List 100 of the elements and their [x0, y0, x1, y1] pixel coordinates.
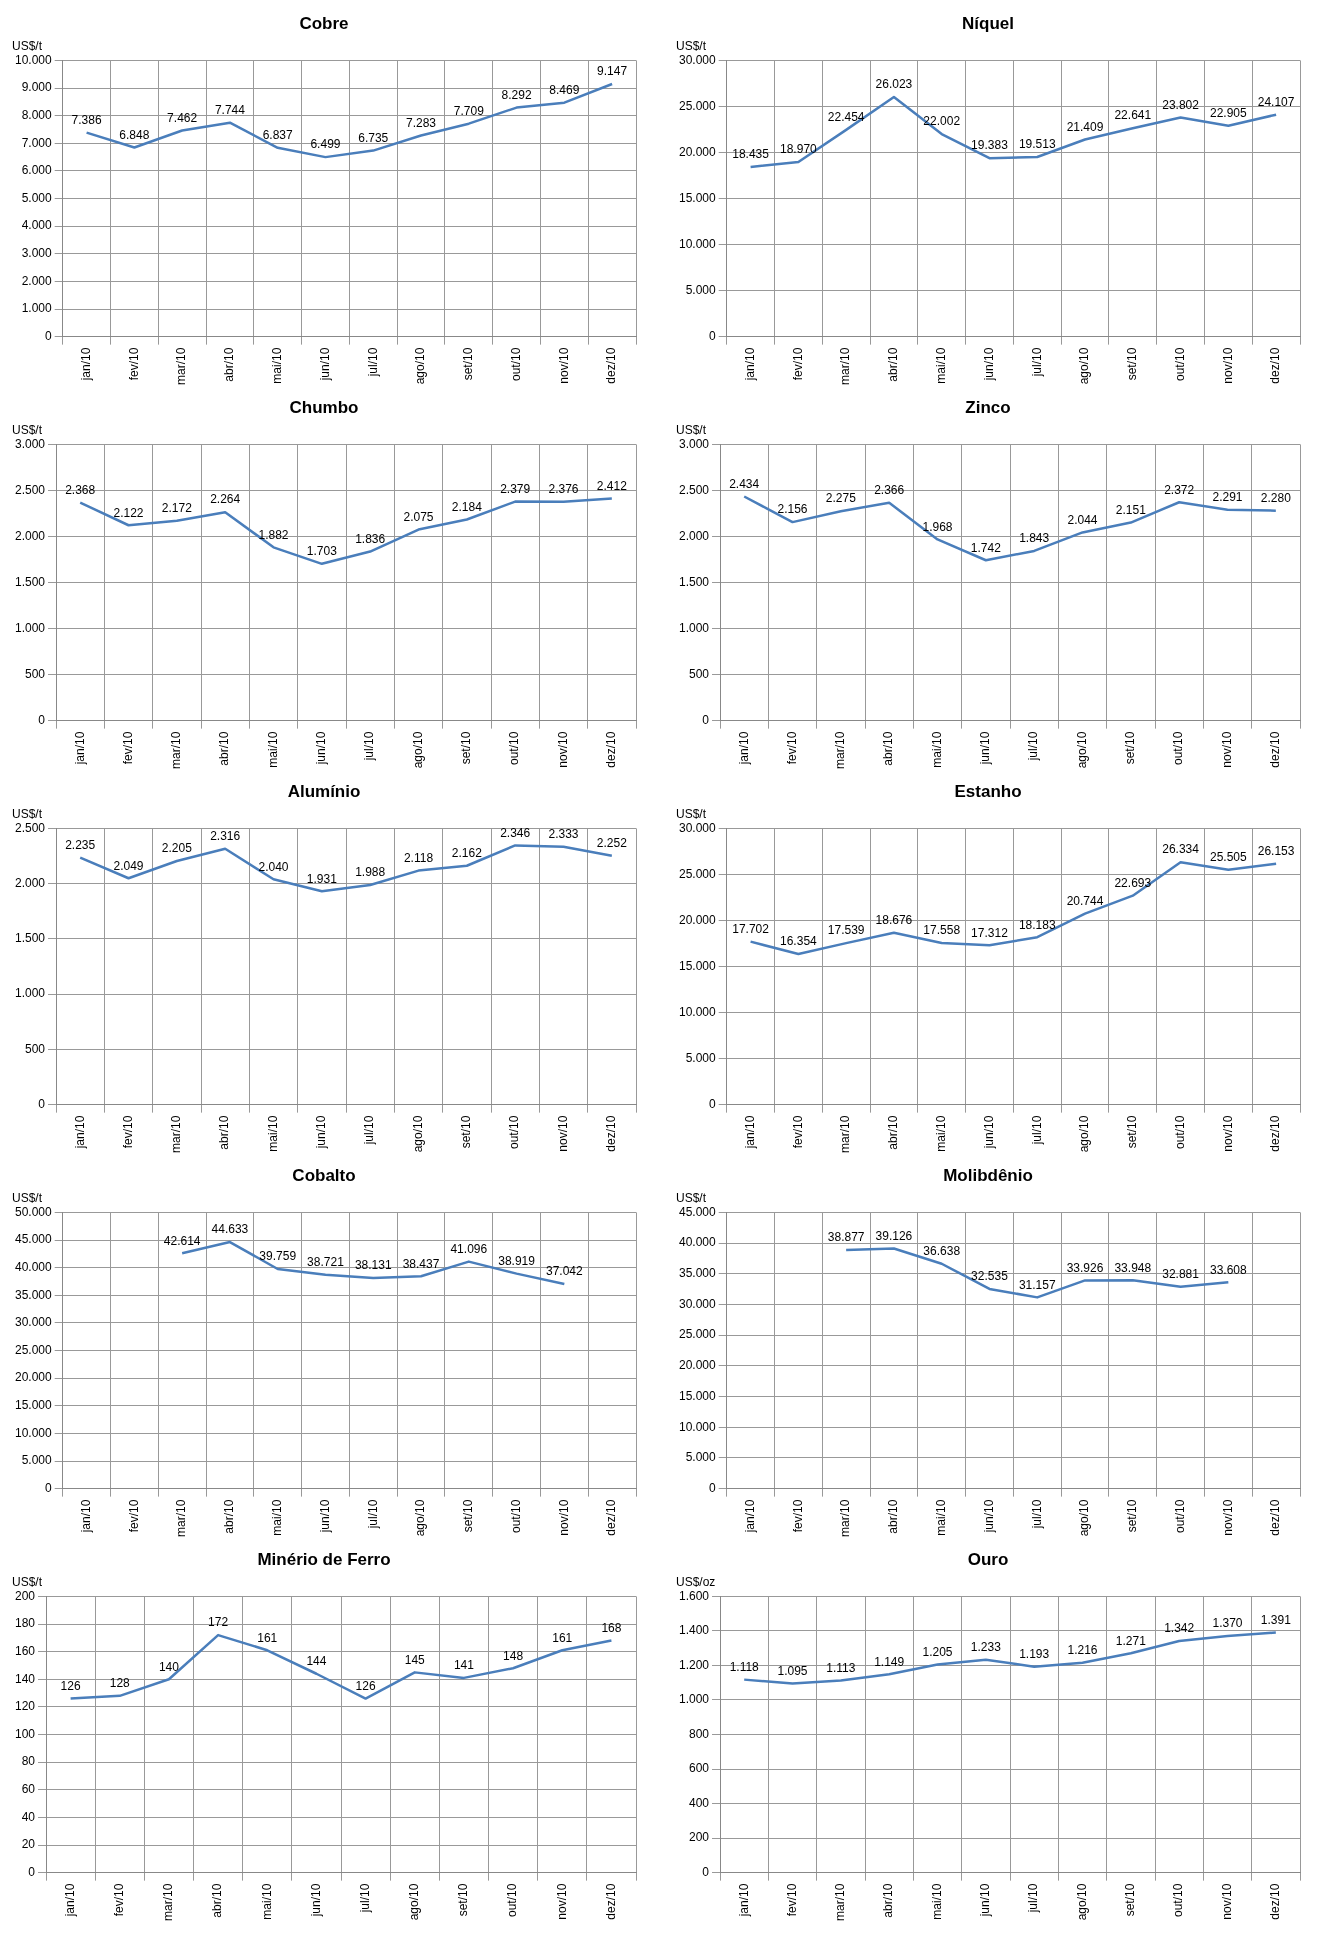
- y-tick-label: 1.500: [15, 931, 46, 946]
- x-tick-label: abr/10: [886, 347, 901, 382]
- data-label: 7.709: [453, 104, 485, 118]
- x-tick-label: mar/10: [838, 347, 853, 386]
- data-label: 22.905: [1209, 106, 1248, 121]
- data-label: 6.848: [119, 127, 150, 142]
- data-label: 2.049: [113, 858, 144, 873]
- x-tick-label: fev/10: [790, 347, 805, 381]
- x-tick-label: nov/10: [1219, 731, 1234, 768]
- y-tick-label: 20.000: [679, 912, 717, 927]
- data-label: 141: [453, 1658, 475, 1673]
- y-tick-label: 2.500: [15, 820, 46, 835]
- data-label: 2.291: [1212, 490, 1243, 504]
- y-tick-label: 1.500: [679, 574, 710, 589]
- x-tick-label: fev/10: [784, 1883, 799, 1917]
- y-tick-label: 10.000: [679, 1419, 717, 1434]
- y-tick-label: 30.000: [679, 52, 717, 67]
- y-tick-label: 0: [709, 1480, 717, 1495]
- y-tick-label: 3.000: [21, 246, 53, 261]
- data-label: 17.539: [827, 923, 865, 938]
- data-label: 161: [257, 1630, 278, 1645]
- data-label: 26.334: [1162, 842, 1200, 857]
- data-label: 2.264: [210, 492, 241, 507]
- data-label: 2.333: [548, 827, 579, 842]
- y-tick-label: 400: [689, 1795, 710, 1810]
- data-label: 2.205: [161, 841, 193, 856]
- y-tick-label: 100: [14, 1726, 36, 1741]
- data-label: 145: [404, 1652, 426, 1667]
- x-tick-label: ago/10: [1077, 347, 1092, 385]
- y-axis-title: US$/t: [12, 1190, 43, 1205]
- data-label: 168: [601, 1620, 622, 1635]
- y-tick-label: 1.600: [679, 1588, 710, 1603]
- x-tick-label: set/10: [1123, 731, 1138, 765]
- y-tick-label: 10.000: [679, 236, 717, 251]
- chart-title: Molibdênio: [943, 1165, 1033, 1185]
- data-label: 1.931: [306, 871, 338, 886]
- data-label: 2.366: [874, 483, 905, 498]
- y-tick-label: 0: [38, 712, 46, 727]
- data-label: 33.608: [1209, 1262, 1248, 1277]
- x-tick-label: ago/10: [1077, 1115, 1092, 1153]
- data-label: 2.372: [1164, 482, 1195, 497]
- y-axis-title: US$/t: [676, 1190, 707, 1205]
- data-label: 17.312: [971, 925, 1009, 940]
- chart-title: Níquel: [962, 13, 1014, 33]
- x-tick-label: mar/10: [838, 1115, 853, 1154]
- y-tick-label: 500: [689, 666, 710, 681]
- y-axis-title: US$/t: [12, 422, 43, 437]
- x-tick-label: mar/10: [161, 1883, 176, 1922]
- data-label: 140: [158, 1659, 180, 1674]
- y-tick-label: 7.000: [21, 135, 53, 150]
- data-label: 126: [60, 1678, 81, 1693]
- data-label: 2.376: [548, 482, 579, 497]
- x-tick-label: nov/10: [1220, 1499, 1235, 1536]
- data-label: 2.368: [65, 482, 96, 497]
- x-tick-label: nov/10: [556, 347, 571, 384]
- data-label: 2.156: [777, 502, 808, 517]
- y-tick-label: 20.000: [679, 1358, 717, 1373]
- x-tick-label: jun/10: [981, 1499, 996, 1534]
- x-tick-label: set/10: [456, 1883, 471, 1917]
- y-tick-label: 40.000: [15, 1259, 53, 1274]
- x-tick-label: mar/10: [833, 731, 848, 770]
- x-tick-label: jan/10: [736, 731, 751, 766]
- data-label: 2.172: [161, 500, 193, 515]
- y-tick-label: 15.000: [15, 1398, 53, 1413]
- x-tick-label: ago/10: [1074, 1883, 1089, 1921]
- data-label: 2.151: [1115, 502, 1147, 517]
- x-tick-label: mai/10: [929, 731, 944, 768]
- data-label: 1.968: [922, 519, 953, 534]
- x-tick-label: jun/10: [317, 347, 332, 382]
- x-tick-label: dez/10: [1268, 1115, 1283, 1152]
- data-label: 41.096: [450, 1241, 488, 1256]
- x-tick-label: mai/10: [265, 731, 280, 768]
- x-tick-label: ago/10: [1074, 731, 1089, 769]
- data-label: 33.948: [1114, 1260, 1152, 1275]
- data-label: 22.454: [827, 110, 865, 125]
- y-tick-label: 30.000: [15, 1315, 53, 1330]
- x-tick-label: mai/10: [270, 347, 284, 384]
- data-label: 161: [552, 1630, 573, 1645]
- x-tick-label: abr/10: [210, 1883, 225, 1918]
- chart-title: Zinco: [965, 397, 1011, 417]
- y-tick-label: 4.000: [21, 218, 53, 233]
- data-label: 148: [503, 1648, 524, 1663]
- x-tick-label: jul/10: [357, 1883, 372, 1914]
- data-label: 17.558: [923, 923, 961, 938]
- data-label: 24.107: [1257, 94, 1295, 109]
- y-tick-label: 1.000: [15, 986, 46, 1001]
- x-tick-label: jul/10: [1029, 347, 1044, 378]
- x-tick-label: jul/10: [1026, 1883, 1041, 1914]
- data-label: 1.370: [1212, 1616, 1243, 1631]
- y-tick-label: 0: [709, 328, 717, 343]
- x-tick-label: jul/10: [362, 731, 377, 762]
- x-tick-label: out/10: [507, 1115, 522, 1150]
- data-label: 7.744: [214, 103, 246, 118]
- y-axis-title: US$/t: [676, 806, 707, 821]
- x-tick-label: mai/10: [934, 1115, 948, 1152]
- chart-title: Alumínio: [287, 781, 361, 801]
- y-tick-label: 30.000: [679, 1296, 717, 1311]
- x-tick-label: set/10: [459, 731, 474, 765]
- x-tick-label: jun/10: [978, 1883, 993, 1918]
- data-label: 44.633: [211, 1222, 249, 1237]
